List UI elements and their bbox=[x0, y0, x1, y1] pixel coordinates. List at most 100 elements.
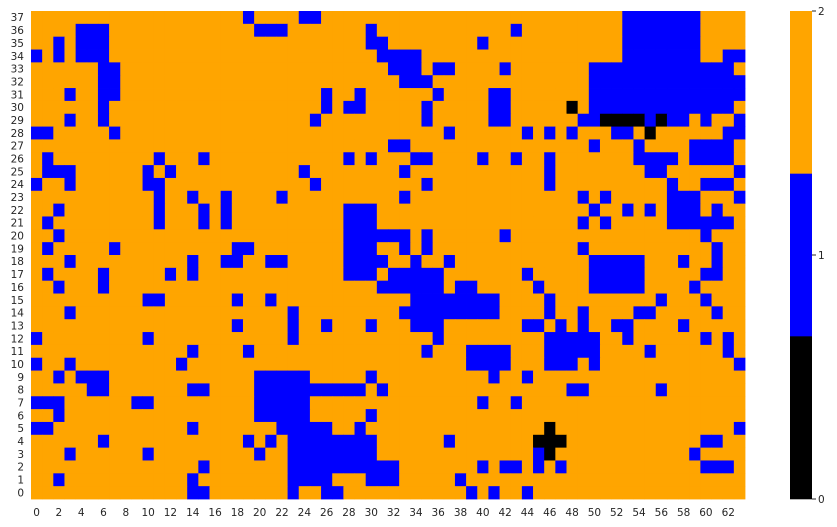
heatmap-cell bbox=[611, 409, 623, 423]
heatmap-cell bbox=[187, 113, 199, 127]
heatmap-cell bbox=[700, 190, 712, 205]
heatmap-cell bbox=[499, 319, 512, 333]
heatmap-cell bbox=[53, 36, 65, 50]
heatmap-cell bbox=[298, 370, 311, 384]
heatmap-cell bbox=[198, 203, 210, 217]
heatmap-cell bbox=[443, 190, 456, 205]
heatmap-cell bbox=[365, 280, 378, 294]
heatmap-cell bbox=[499, 370, 512, 384]
heatmap-cell bbox=[343, 447, 355, 461]
heatmap-cell bbox=[521, 383, 534, 397]
heatmap-cell bbox=[242, 190, 255, 205]
heatmap-cell bbox=[287, 370, 300, 384]
heatmap-cell bbox=[276, 229, 288, 243]
heatmap-cell bbox=[120, 280, 132, 294]
heatmap-cell bbox=[644, 242, 657, 256]
heatmap-cell bbox=[365, 473, 378, 487]
heatmap-cell bbox=[242, 100, 255, 115]
heatmap-cell bbox=[599, 396, 612, 410]
heatmap-cell bbox=[533, 421, 545, 436]
heatmap-cell bbox=[399, 293, 411, 307]
heatmap-cell bbox=[443, 396, 456, 410]
y-tick-label: 9 bbox=[17, 372, 24, 384]
heatmap-cell bbox=[131, 11, 143, 25]
heatmap-cell bbox=[42, 306, 54, 320]
heatmap-cell bbox=[220, 100, 233, 115]
heatmap-cell bbox=[533, 396, 545, 410]
heatmap-cell bbox=[655, 49, 668, 63]
heatmap-cell bbox=[421, 383, 434, 397]
heatmap-cell bbox=[53, 126, 65, 140]
heatmap-cell bbox=[365, 203, 378, 217]
heatmap-cell bbox=[689, 242, 701, 256]
heatmap-cell bbox=[209, 113, 222, 127]
heatmap-cell bbox=[142, 293, 155, 307]
heatmap-cell bbox=[321, 267, 333, 282]
heatmap-cell bbox=[599, 229, 612, 243]
heatmap-cell bbox=[97, 165, 110, 179]
heatmap-cell bbox=[298, 100, 311, 115]
heatmap-cell bbox=[142, 409, 155, 423]
heatmap-cell bbox=[421, 152, 434, 166]
heatmap-cell bbox=[454, 255, 467, 269]
heatmap-cell bbox=[309, 75, 322, 89]
heatmap-cell bbox=[332, 396, 344, 410]
heatmap-cell bbox=[410, 306, 422, 320]
heatmap-cell bbox=[443, 280, 456, 294]
heatmap-cell bbox=[454, 190, 467, 205]
heatmap-cell bbox=[131, 306, 143, 320]
heatmap-cell bbox=[242, 344, 255, 359]
heatmap-cell bbox=[533, 486, 545, 500]
heatmap-cell bbox=[187, 486, 199, 500]
heatmap-cell bbox=[711, 396, 724, 410]
heatmap-cell bbox=[454, 11, 467, 25]
heatmap-cell bbox=[343, 62, 355, 76]
heatmap-cell bbox=[109, 190, 121, 205]
heatmap-cell bbox=[644, 152, 657, 166]
heatmap-cell bbox=[120, 357, 132, 371]
heatmap-cell bbox=[209, 229, 222, 243]
heatmap-cell bbox=[733, 486, 746, 500]
heatmap-cell bbox=[577, 242, 590, 256]
heatmap-cell bbox=[120, 242, 132, 256]
heatmap-cell bbox=[97, 447, 110, 461]
heatmap-cell bbox=[655, 332, 668, 346]
heatmap-cell bbox=[64, 421, 77, 436]
heatmap-cell bbox=[432, 49, 445, 63]
heatmap-cell bbox=[410, 100, 422, 115]
heatmap-cell bbox=[231, 165, 244, 179]
heatmap-cell bbox=[64, 190, 77, 205]
heatmap-cell bbox=[254, 280, 266, 294]
heatmap-cell bbox=[577, 421, 590, 436]
heatmap-cell bbox=[109, 383, 121, 397]
heatmap-cell bbox=[187, 344, 199, 359]
heatmap-cell bbox=[443, 344, 456, 359]
heatmap-cell bbox=[376, 396, 389, 410]
heatmap-cell bbox=[298, 409, 311, 423]
heatmap-cell bbox=[42, 293, 54, 307]
heatmap-cell bbox=[254, 473, 266, 487]
heatmap-cell bbox=[231, 319, 244, 333]
heatmap-cell bbox=[75, 23, 88, 38]
heatmap-cell bbox=[109, 23, 121, 38]
heatmap-cell bbox=[622, 473, 634, 487]
heatmap-cell bbox=[131, 255, 143, 269]
heatmap-cell bbox=[42, 190, 54, 205]
x-tick-label: 56 bbox=[655, 507, 669, 519]
heatmap-cell bbox=[678, 88, 690, 102]
heatmap-cell bbox=[722, 113, 735, 127]
heatmap-cell bbox=[53, 49, 65, 63]
heatmap-cell bbox=[354, 332, 367, 346]
heatmap-cell bbox=[588, 396, 601, 410]
heatmap-cell bbox=[42, 49, 54, 63]
heatmap-cell bbox=[733, 36, 746, 50]
heatmap-cell bbox=[176, 293, 188, 307]
heatmap-cell bbox=[521, 113, 534, 127]
heatmap-cell bbox=[655, 306, 668, 320]
heatmap-cell bbox=[454, 75, 467, 89]
heatmap-cell bbox=[410, 152, 422, 166]
heatmap-cell bbox=[678, 344, 690, 359]
heatmap-cell bbox=[477, 49, 489, 63]
heatmap-cell bbox=[510, 177, 523, 192]
